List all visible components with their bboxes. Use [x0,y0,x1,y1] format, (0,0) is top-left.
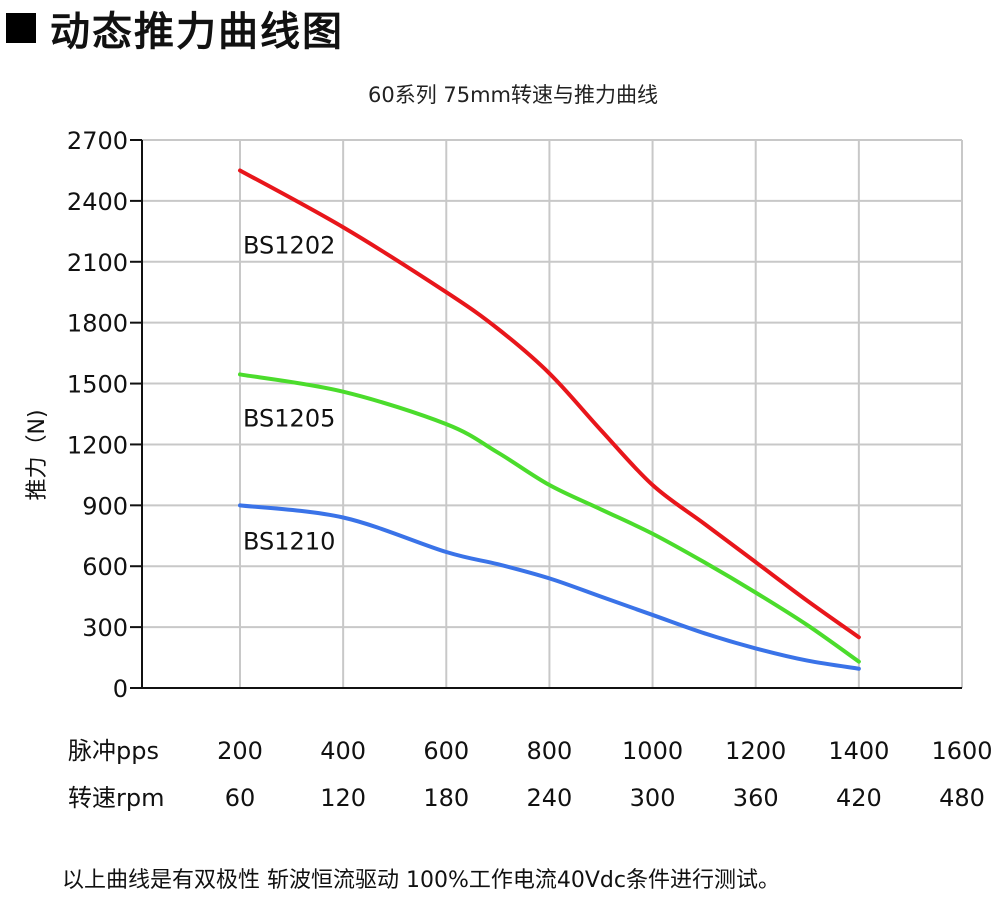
y-tick-label: 2100 [67,249,128,277]
heading-title: 动态推力曲线图 [50,9,344,55]
y-tick-labels: 0 300 600 900 1200 1500 1800 2100 2400 2700 [67,127,128,703]
x-tick-label: 800 [527,737,573,765]
x-tick-label: 60 [225,784,256,812]
black-square-icon [6,13,36,43]
x-tick-label: 360 [733,784,779,812]
y-tick-label: 900 [82,492,128,520]
x-row-label: 脉冲pps [68,737,159,765]
y-tick-label: 300 [82,614,128,642]
x-tick-label: 400 [320,737,366,765]
y-tick-label: 2700 [67,127,128,155]
y-tick-label: 600 [82,553,128,581]
series-line-bs1210 [238,503,861,671]
x-tick-label: 480 [939,784,985,812]
x-tick-label: 600 [423,737,469,765]
x-tick-label: 1200 [725,737,786,765]
y-tick-label: 1800 [67,310,128,338]
x-tick-label: 1600 [931,737,992,765]
y-tick-label: 2400 [67,188,128,216]
footnote: 以上曲线是有双极性 斩波恒流驱动 100%工作电流40Vdc条件进行测试。 [62,868,780,893]
x-row-label: 转速rpm [68,784,164,812]
y-tick-label: 1200 [67,431,128,459]
x-tick-label: 300 [630,784,676,812]
x-tick-label: 180 [423,784,469,812]
x-tick-label: 420 [836,784,882,812]
series-line-bs1205 [238,372,861,664]
series-label: BS1205 [243,404,335,432]
chart-axes [130,139,962,689]
y-tick-label: 1500 [67,371,128,399]
x-tick-label: 200 [217,737,263,765]
x-tick-label: 120 [320,784,366,812]
x-tick-rows: 脉冲pps 200 400 600 800 1000 1200 1400 1600 转速rpm 60… [68,737,993,812]
series-label: BS1210 [243,527,335,555]
y-axis-label: 推力（N) [25,409,50,500]
chart-grid [142,139,963,688]
series-labels: BS1202 BS1205 BS1210 [243,231,335,555]
chart-title: 60系列 75mm转速与推力曲线 [368,83,658,107]
x-tick-label: 1400 [828,737,889,765]
series-label: BS1202 [243,231,335,259]
x-tick-label: 240 [527,784,573,812]
series-lines [238,168,861,671]
page-heading: 动态推力曲线图 [6,6,344,55]
y-tick-label: 0 [113,675,128,703]
x-tick-label: 1000 [622,737,683,765]
series-line-bs1202 [238,168,861,640]
